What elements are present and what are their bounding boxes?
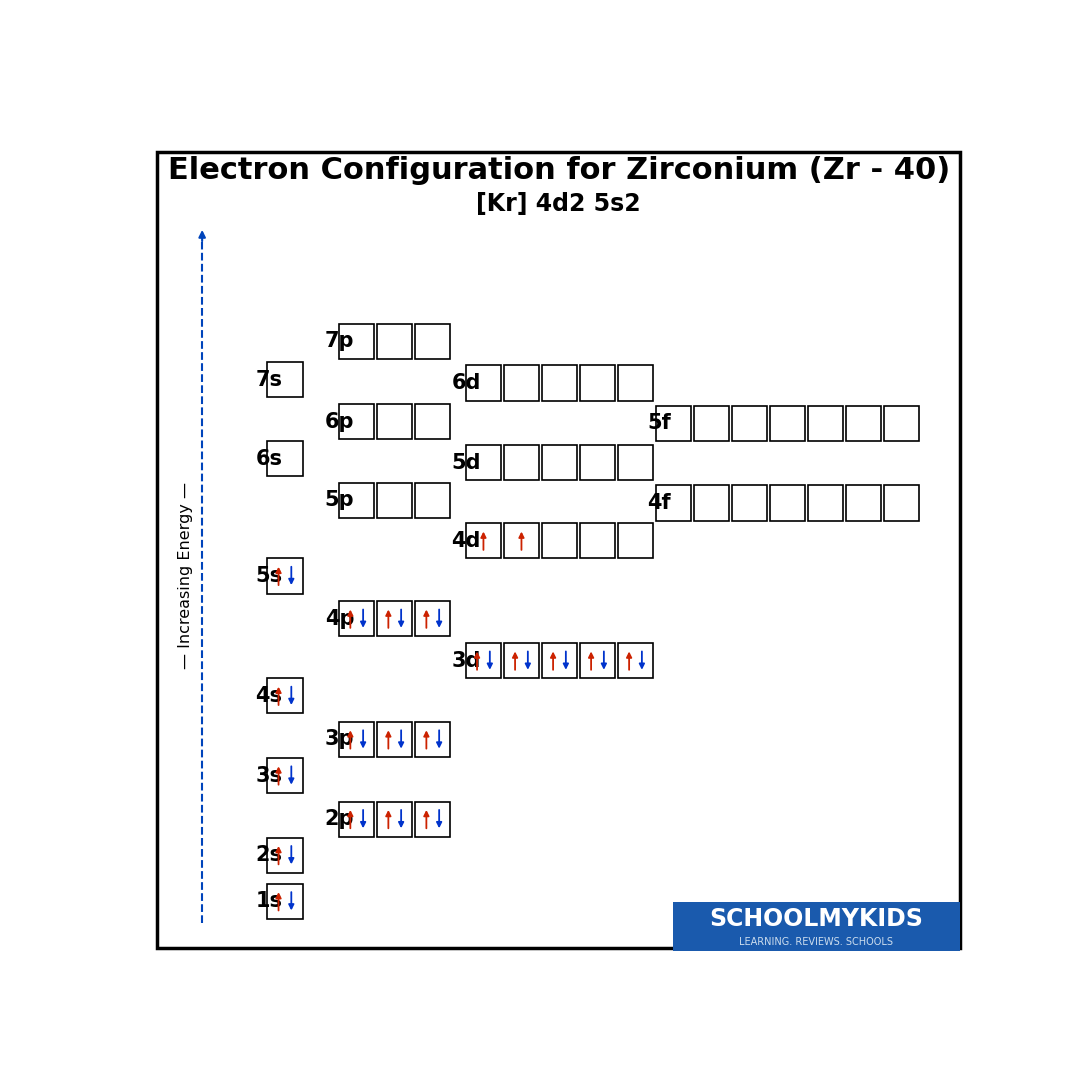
Text: SCHOOLMYKIDS: SCHOOLMYKIDS <box>710 907 923 931</box>
Text: 1s: 1s <box>255 891 282 911</box>
Bar <box>884 486 919 521</box>
Bar <box>415 482 450 518</box>
Bar <box>267 559 303 594</box>
Bar <box>377 323 412 358</box>
Bar <box>618 366 653 401</box>
Bar <box>618 445 653 480</box>
Bar <box>618 523 653 559</box>
Text: 6d: 6d <box>451 374 481 393</box>
Bar <box>542 523 578 559</box>
Bar <box>884 406 919 441</box>
Bar <box>846 486 882 521</box>
Bar <box>339 722 375 757</box>
Bar <box>542 366 578 401</box>
Bar <box>808 486 844 521</box>
Bar <box>377 802 412 836</box>
Bar <box>580 445 615 480</box>
Bar <box>377 722 412 757</box>
Bar <box>415 404 450 439</box>
Bar <box>504 643 540 678</box>
Bar <box>415 722 450 757</box>
Text: — Increasing Energy —: — Increasing Energy — <box>178 481 193 669</box>
Bar <box>267 758 303 793</box>
Text: 4f: 4f <box>647 493 671 513</box>
Text: 5s: 5s <box>255 566 282 586</box>
Text: 7s: 7s <box>255 370 282 390</box>
Text: 2p: 2p <box>325 809 354 829</box>
Bar <box>656 406 691 441</box>
Text: [Kr] 4d2 5s2: [Kr] 4d2 5s2 <box>476 193 641 217</box>
Bar <box>377 404 412 439</box>
Bar <box>846 406 882 441</box>
Bar <box>339 323 375 358</box>
Text: 4s: 4s <box>255 686 282 706</box>
Bar <box>694 406 729 441</box>
Bar <box>415 802 450 836</box>
Bar <box>770 486 806 521</box>
Bar <box>267 678 303 713</box>
Bar <box>465 523 501 559</box>
Bar <box>377 601 412 636</box>
Bar <box>267 883 303 919</box>
Text: 5f: 5f <box>647 414 671 433</box>
Bar <box>618 643 653 678</box>
Text: 3p: 3p <box>325 730 354 749</box>
Text: 7p: 7p <box>325 331 354 351</box>
Bar <box>808 406 844 441</box>
Bar <box>465 445 501 480</box>
Bar <box>770 406 806 441</box>
Bar <box>694 486 729 521</box>
Bar <box>339 482 375 518</box>
Text: 5p: 5p <box>325 490 354 511</box>
Bar <box>542 445 578 480</box>
Bar <box>542 643 578 678</box>
Bar <box>731 406 767 441</box>
Text: 2s: 2s <box>255 845 282 865</box>
Text: 3s: 3s <box>255 766 282 785</box>
Bar <box>415 601 450 636</box>
Bar <box>580 643 615 678</box>
Bar <box>504 366 540 401</box>
Bar <box>267 441 303 476</box>
Bar <box>339 601 375 636</box>
Bar <box>656 486 691 521</box>
Text: Electron Configuration for Zirconium (Zr - 40): Electron Configuration for Zirconium (Zr… <box>168 157 949 185</box>
Bar <box>504 445 540 480</box>
Bar <box>267 363 303 397</box>
Bar <box>504 523 540 559</box>
Bar <box>377 482 412 518</box>
Bar <box>465 643 501 678</box>
Text: 4d: 4d <box>451 530 481 551</box>
Bar <box>580 366 615 401</box>
Text: 6p: 6p <box>325 412 354 431</box>
Bar <box>465 366 501 401</box>
Bar <box>415 323 450 358</box>
Text: 4p: 4p <box>325 609 354 628</box>
Text: 6s: 6s <box>255 449 282 468</box>
Bar <box>673 902 960 951</box>
Bar <box>580 523 615 559</box>
Text: 3d: 3d <box>451 650 481 671</box>
Bar <box>339 802 375 836</box>
Bar <box>267 837 303 872</box>
Bar <box>339 404 375 439</box>
Bar <box>731 486 767 521</box>
Text: LEARNING. REVIEWS. SCHOOLS: LEARNING. REVIEWS. SCHOOLS <box>739 937 894 947</box>
Text: 5d: 5d <box>451 453 481 473</box>
